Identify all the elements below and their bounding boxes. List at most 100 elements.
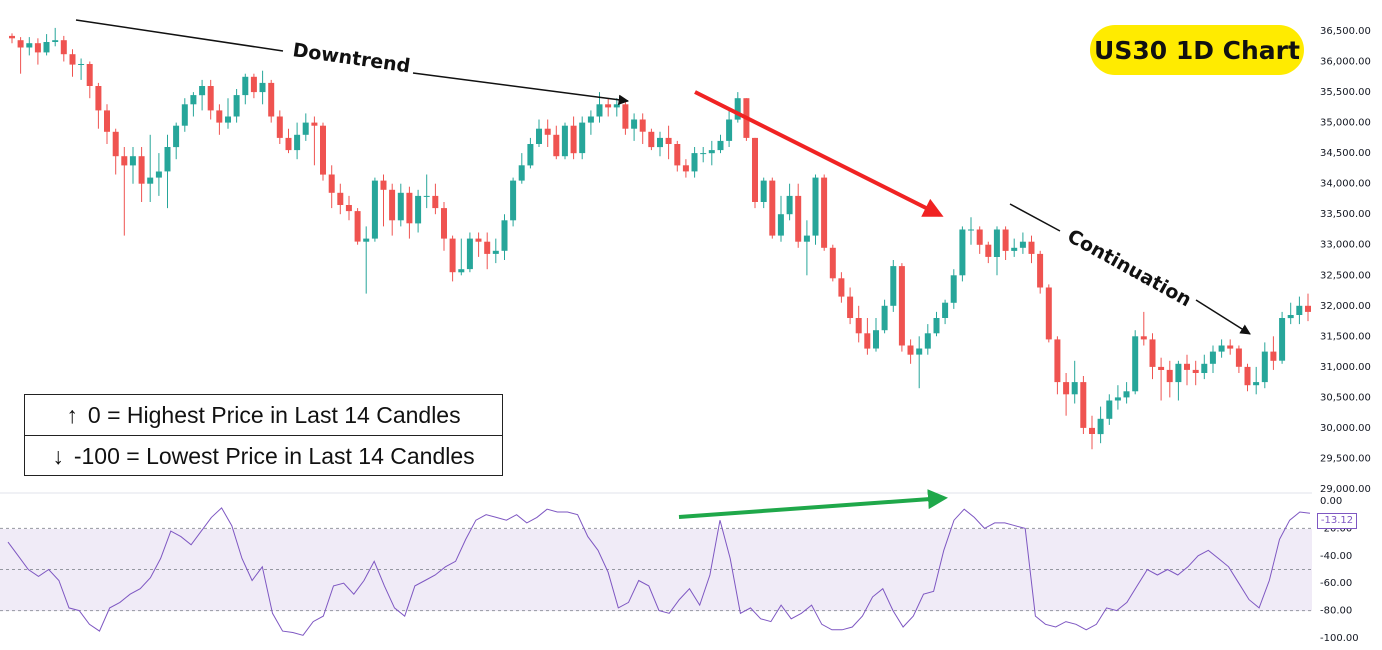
candle [43, 34, 50, 56]
candle-body [907, 345, 914, 355]
candle [1279, 311, 1286, 364]
candle-body [466, 238, 473, 270]
candle [112, 128, 119, 175]
candle-body [371, 180, 378, 239]
candle [1227, 339, 1234, 355]
candle-body [449, 238, 456, 273]
candle-body [890, 266, 897, 306]
candle [1287, 302, 1294, 325]
candle-body [1097, 418, 1104, 435]
candle-body [1089, 427, 1095, 434]
candle-body [9, 35, 15, 39]
candle [812, 174, 819, 245]
candle [225, 98, 231, 129]
candle-body [423, 195, 430, 197]
candle-body [216, 110, 223, 123]
candle [717, 134, 724, 154]
candle [769, 177, 776, 239]
candle-body [821, 177, 828, 248]
continuation-line-left [1009, 203, 1061, 232]
indicator-levels [0, 527, 1312, 612]
candle-body [104, 110, 110, 132]
indicator-tick-label: -60.00 [1320, 578, 1352, 589]
candle [916, 336, 923, 389]
candle [181, 98, 188, 132]
candle-body [1080, 382, 1087, 428]
candle-body [1184, 363, 1190, 370]
candle [570, 116, 577, 160]
candle-body [648, 131, 655, 148]
candle [985, 241, 992, 264]
candle-body [121, 156, 128, 166]
candle-body [259, 82, 266, 93]
candle [1037, 250, 1044, 294]
candle [69, 49, 76, 77]
candle [1132, 330, 1139, 395]
candle-body [250, 76, 257, 93]
price-axis: 36,500.00 36,000.00 35,500.00 35,000.00 34,5… [1320, 26, 1371, 495]
williams-r-line [7, 507, 1311, 636]
candle-body [60, 40, 67, 55]
candle-body [1227, 345, 1234, 349]
candle-body [1192, 369, 1199, 373]
candle-body [1270, 351, 1277, 361]
candle [561, 122, 568, 160]
candle [907, 339, 914, 364]
candle-body [484, 241, 491, 254]
price-tick-label: 32,500.00 [1320, 270, 1371, 281]
candle-body [726, 119, 733, 141]
price-tick-label: 29,500.00 [1320, 454, 1371, 465]
continuation-label: Continuation [1064, 225, 1196, 311]
candle-body [873, 330, 879, 349]
candle [1305, 293, 1311, 322]
candle-body [708, 150, 715, 154]
price-tick-label: 30,000.00 [1320, 423, 1371, 434]
candle-body [207, 86, 214, 111]
candle-body [320, 125, 326, 175]
candle [138, 147, 145, 202]
candle [518, 153, 525, 184]
candle-body [968, 229, 974, 231]
candle [276, 110, 283, 144]
candle-body [406, 192, 413, 224]
candle [657, 131, 663, 157]
candle-body [95, 86, 102, 111]
candle-body [760, 180, 767, 202]
candle [389, 183, 396, 236]
candle [1175, 360, 1182, 401]
candle [631, 113, 638, 141]
candle [708, 140, 715, 166]
candle [1106, 394, 1113, 425]
candle [311, 116, 318, 166]
candle [1261, 342, 1268, 389]
candle [639, 113, 646, 144]
candle [397, 183, 404, 227]
candle-body [536, 128, 542, 144]
candle-body [415, 195, 422, 224]
candle-body [190, 95, 197, 105]
candle [1089, 415, 1095, 450]
candle [924, 324, 931, 355]
candle [52, 27, 59, 47]
candle-body [959, 229, 966, 276]
candle [682, 159, 689, 178]
candle [1071, 360, 1078, 404]
candle [1244, 363, 1251, 392]
candle [1114, 385, 1121, 410]
candle [726, 110, 733, 147]
candle [78, 58, 85, 80]
candle [648, 128, 655, 151]
candle [1097, 406, 1104, 444]
candle [285, 128, 292, 154]
candle-body [1019, 241, 1026, 248]
candle-body [605, 104, 612, 108]
candle [1270, 336, 1277, 370]
candle [380, 174, 387, 227]
candle [259, 70, 266, 105]
candle [1201, 354, 1208, 380]
candle [829, 244, 836, 282]
candle-body [475, 238, 482, 242]
candle [147, 134, 154, 202]
candle [320, 122, 326, 181]
candle-body [1166, 369, 1173, 383]
